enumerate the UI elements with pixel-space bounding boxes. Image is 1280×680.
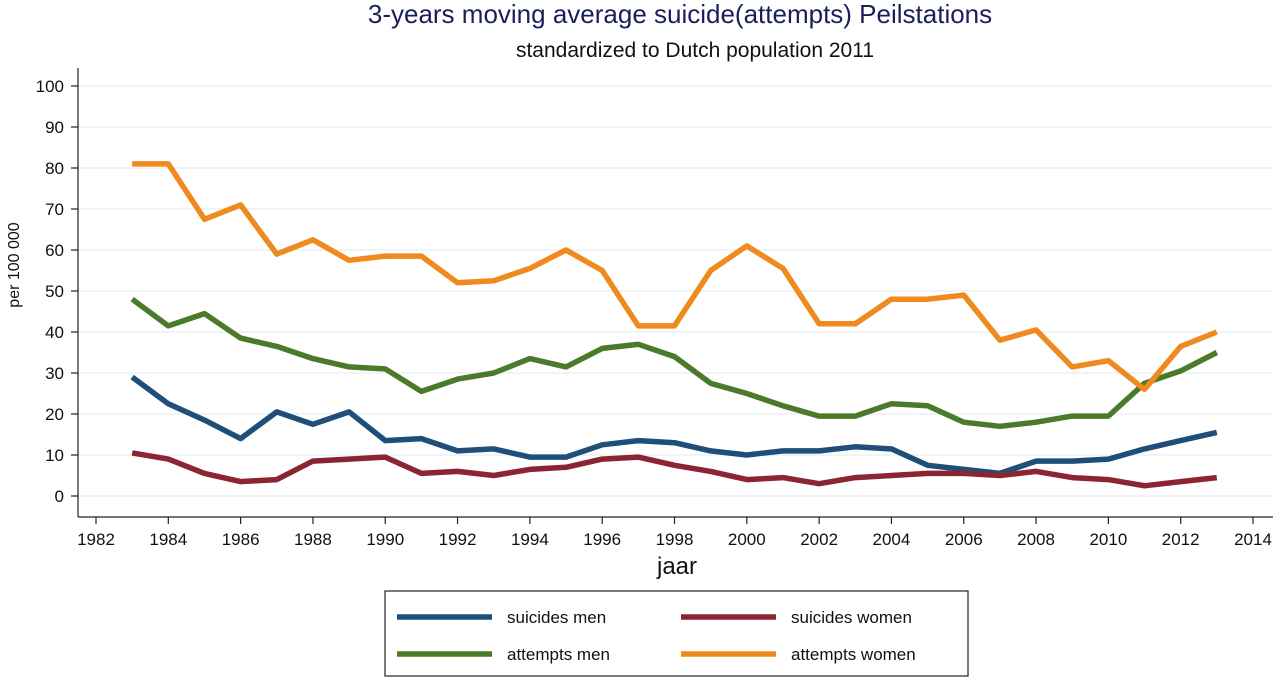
- series-line-suicides-men: [130, 374, 1218, 477]
- x-tick-label: 1992: [439, 530, 477, 549]
- x-tick-label: 2012: [1162, 530, 1200, 549]
- x-tick-label: 1998: [656, 530, 694, 549]
- x-tick-label: 1986: [222, 530, 260, 549]
- legend-box: [384, 590, 969, 677]
- y-tick-label: 60: [45, 241, 64, 260]
- x-tick-label: 2010: [1089, 530, 1127, 549]
- chart-subtitle: standardized to Dutch population 2011: [516, 39, 874, 62]
- legend: suicides men suicides women attempts men at…: [384, 590, 969, 677]
- x-axis-label: jaar: [656, 553, 697, 580]
- series-lines: [130, 161, 1219, 489]
- x-tick-label: 2008: [1017, 530, 1055, 549]
- x-tick-label: 2006: [945, 530, 983, 549]
- y-tick-label: 50: [45, 282, 64, 301]
- gridlines: [78, 85, 1273, 497]
- x-tick-label: 1988: [294, 530, 332, 549]
- legend-label-suicides-men: suicides men: [507, 608, 606, 627]
- y-tick-label: 80: [45, 159, 64, 178]
- y-tick-label: 30: [45, 364, 64, 383]
- x-tick-label: 2014: [1234, 530, 1272, 549]
- x-tick-label: 1996: [583, 530, 621, 549]
- y-tick-label: 0: [55, 487, 64, 506]
- x-tick-label: 2004: [873, 530, 911, 549]
- x-tick-label: 1990: [366, 530, 404, 549]
- y-tick-label: 20: [45, 405, 64, 424]
- series-line-suicides-women: [131, 450, 1218, 489]
- series-line-attempts-women: [132, 161, 1218, 393]
- axes: [77, 68, 1273, 518]
- y-tick-label: 40: [45, 323, 64, 342]
- x-ticks: 1982 1984 1986 1988 1990 1992 1994 1996 1998 2000…: [77, 517, 1272, 549]
- x-tick-label: 1982: [77, 530, 115, 549]
- x-tick-label: 1994: [511, 530, 549, 549]
- y-axis-label: per 100 000: [6, 222, 23, 308]
- x-tick-label: 2002: [800, 530, 838, 549]
- x-tick-label: 1984: [149, 530, 187, 549]
- y-tick-label: 70: [45, 200, 64, 219]
- legend-label-attempts-men: attempts men: [507, 645, 610, 664]
- y-tick-label: 90: [45, 118, 64, 137]
- y-tick-label: 10: [45, 446, 64, 465]
- chart-title: 3-years moving average suicide(attempts)…: [368, 0, 992, 29]
- x-tick-label: 2000: [728, 530, 766, 549]
- series-line-attempts-men: [130, 296, 1219, 430]
- y-tick-label: 100: [36, 77, 64, 96]
- legend-label-attempts-women: attempts women: [791, 645, 916, 664]
- legend-label-suicides-women: suicides women: [791, 608, 912, 627]
- y-ticks: 0 10 20 30 40 50 60 70 80 90 100: [36, 77, 78, 506]
